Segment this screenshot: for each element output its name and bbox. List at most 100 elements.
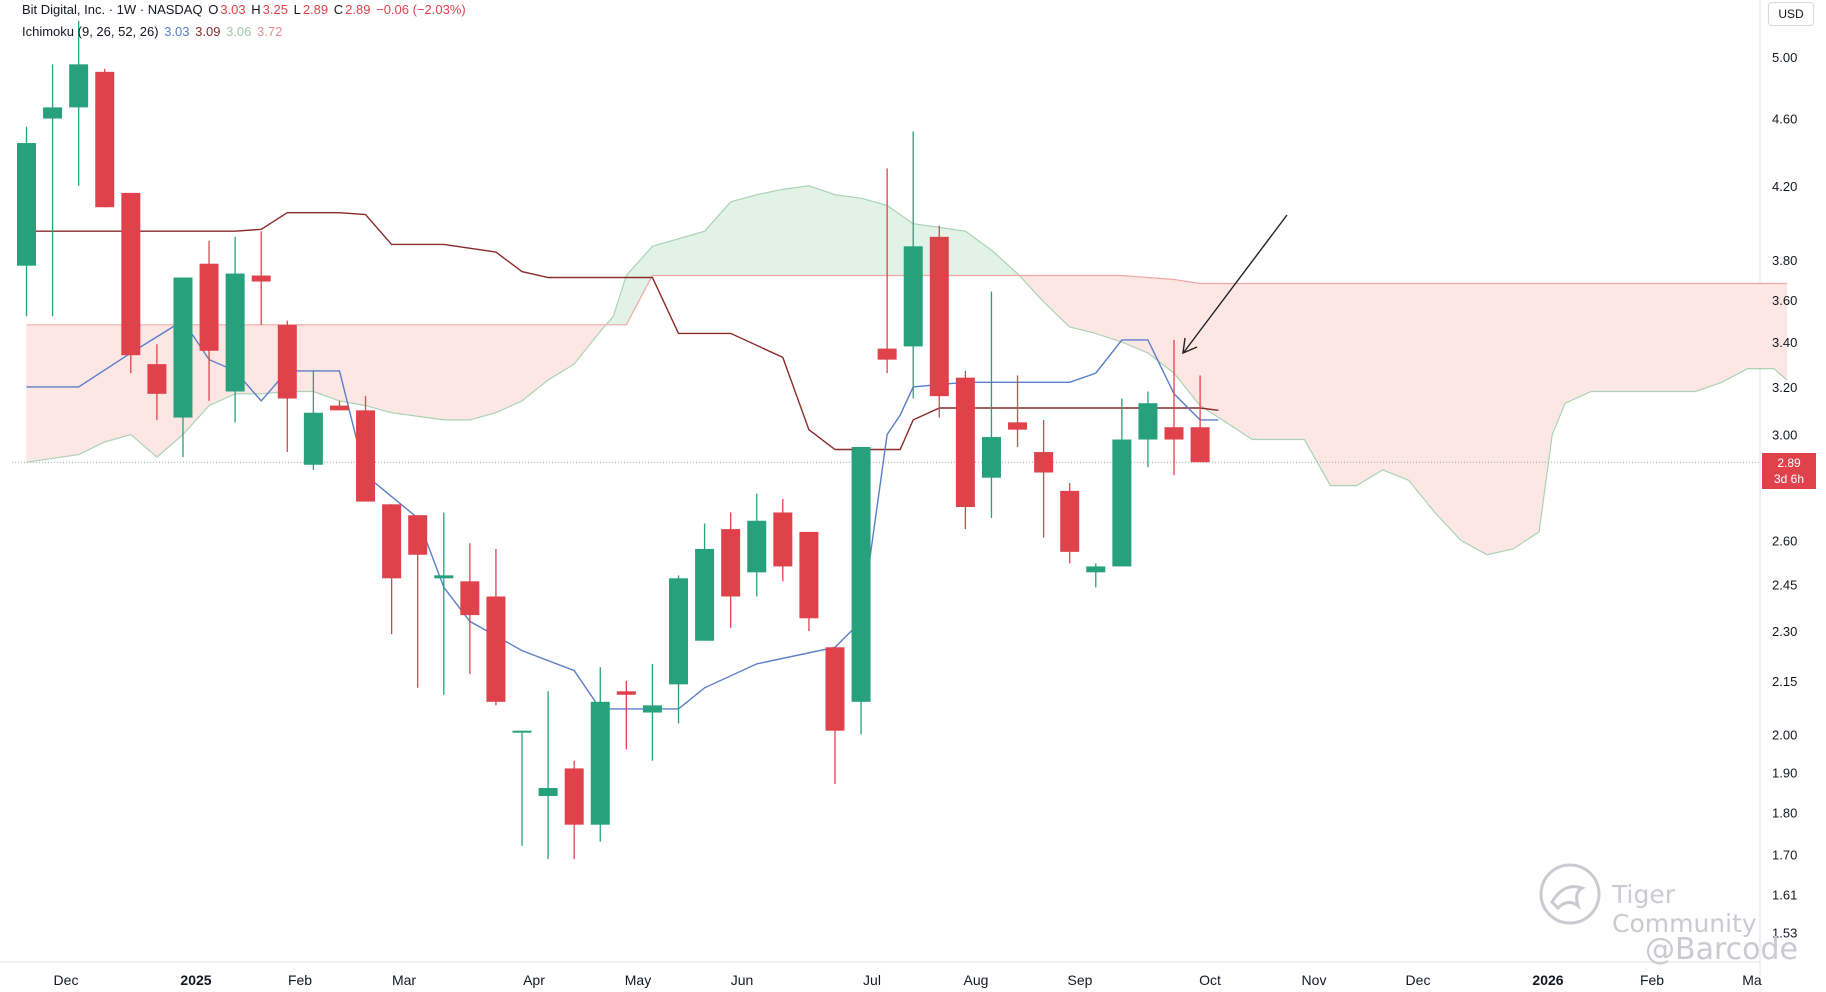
candle-body <box>303 412 323 465</box>
cloud-segment <box>834 194 842 276</box>
cloud-segment <box>1310 283 1318 464</box>
cloud-segment <box>1734 283 1742 376</box>
cloud-segment <box>71 324 79 456</box>
cloud-segment <box>1258 283 1266 440</box>
cloud-segment <box>1512 283 1520 550</box>
indicator-name: Ichimoku (9, 26, 52, 26) <box>22 24 159 39</box>
price-tick-label: 2.60 <box>1772 533 1797 548</box>
cloud-segment <box>1480 283 1488 556</box>
cloud-segment <box>1284 283 1292 440</box>
cloud-segment <box>847 196 855 276</box>
candle-body <box>121 192 141 356</box>
price-tick-label: 3.60 <box>1772 293 1797 308</box>
cloud-segment <box>547 324 555 381</box>
cloud-segment <box>860 197 868 276</box>
time-tick-label: Nov <box>1302 972 1327 988</box>
time-tick-label: Jul <box>863 972 881 988</box>
cloud-segment <box>1682 283 1690 392</box>
cloud-segment <box>1669 283 1677 392</box>
candle-body <box>173 277 193 418</box>
candle-body <box>460 581 480 616</box>
time-tick-label: Oct <box>1199 972 1221 988</box>
cloud-segment <box>45 324 53 460</box>
time-tick-label: Dec <box>54 972 79 988</box>
price-tick-label: 2.00 <box>1772 727 1797 742</box>
cloud-segment <box>247 324 255 395</box>
cloud-segment <box>1356 283 1364 487</box>
cloud-segment <box>619 275 627 326</box>
cloud-segment <box>443 324 451 421</box>
cloud-segment <box>437 324 445 421</box>
base-value: 3.09 <box>195 24 221 39</box>
cloud-segment <box>1212 283 1220 419</box>
cloud-segment <box>952 229 960 276</box>
cloud-segment <box>1754 283 1762 369</box>
cloud-segment <box>1675 283 1683 392</box>
cloud-segment <box>1532 283 1540 537</box>
cloud-segment <box>1551 283 1559 435</box>
cloud-segment <box>1428 283 1436 514</box>
cloud-segment <box>1369 283 1377 479</box>
price-tick-label: 1.53 <box>1772 925 1797 940</box>
cloud-segment <box>893 209 901 276</box>
cloud-segment <box>678 236 686 276</box>
cloud-segment <box>697 230 705 276</box>
candle-body <box>1008 422 1028 430</box>
cloud-segment <box>802 185 810 276</box>
cloud-segment <box>476 324 484 419</box>
cloud-segment <box>991 249 999 276</box>
cloud-segment <box>1375 283 1383 475</box>
cloud-segment <box>1134 276 1142 351</box>
price-tick-label: 3.00 <box>1772 428 1797 443</box>
cloud-segment <box>965 230 973 276</box>
candle-body <box>382 504 402 579</box>
candle-body <box>538 788 558 797</box>
cloud-segment <box>658 242 666 276</box>
price-tick-label: 1.61 <box>1772 888 1797 903</box>
cloud-segment <box>1401 283 1409 481</box>
cloud-segment <box>1630 283 1638 392</box>
cloud-segment <box>1330 283 1338 486</box>
cloud-segment <box>1004 261 1012 276</box>
candle-body <box>277 324 297 399</box>
candle-body <box>225 273 245 392</box>
bar-countdown: 3d 6h <box>1773 472 1805 486</box>
candle-body <box>69 64 89 108</box>
candle-body <box>1086 566 1106 573</box>
leading-span-b-line <box>26 274 1787 326</box>
cloud-segment <box>704 223 712 276</box>
watermark-brand: Tiger Community <box>1612 880 1757 938</box>
price-tick-label: 2.30 <box>1772 624 1797 639</box>
cloud-segment <box>573 324 581 365</box>
cloud-segment <box>84 324 92 452</box>
cloud-segment <box>502 324 510 411</box>
cloud-segment <box>482 324 490 417</box>
cloud-segment <box>1323 283 1331 486</box>
cloud-segment <box>1199 283 1207 411</box>
cloud-segment <box>971 235 979 276</box>
cloud-segment <box>1747 283 1755 369</box>
candle-body <box>955 377 975 508</box>
cloud-segment <box>841 195 849 276</box>
price-tick-label: 4.60 <box>1772 112 1797 127</box>
cloud-segment <box>1610 283 1618 392</box>
cloud-segment <box>463 324 471 421</box>
cloud-segment <box>352 324 360 405</box>
candle-body <box>1034 452 1054 473</box>
cloud-segment <box>469 324 477 421</box>
candle-body <box>356 410 376 502</box>
cloud-segment <box>710 215 718 276</box>
cloud-segment <box>1727 283 1735 380</box>
candle-body <box>825 647 845 731</box>
cloud-segment <box>1388 283 1396 476</box>
cloud-segment <box>1160 278 1168 369</box>
time-tick-label: May <box>625 972 651 988</box>
cloud-segment <box>1291 283 1299 440</box>
cloud-segment <box>723 201 731 276</box>
candle-body <box>616 691 636 695</box>
currency-button[interactable]: USD <box>1768 2 1814 26</box>
cloud-segment <box>1714 283 1722 385</box>
time-tick-label: Sep <box>1068 972 1093 988</box>
candle-body <box>851 447 871 702</box>
cloud-segment <box>1075 275 1083 331</box>
